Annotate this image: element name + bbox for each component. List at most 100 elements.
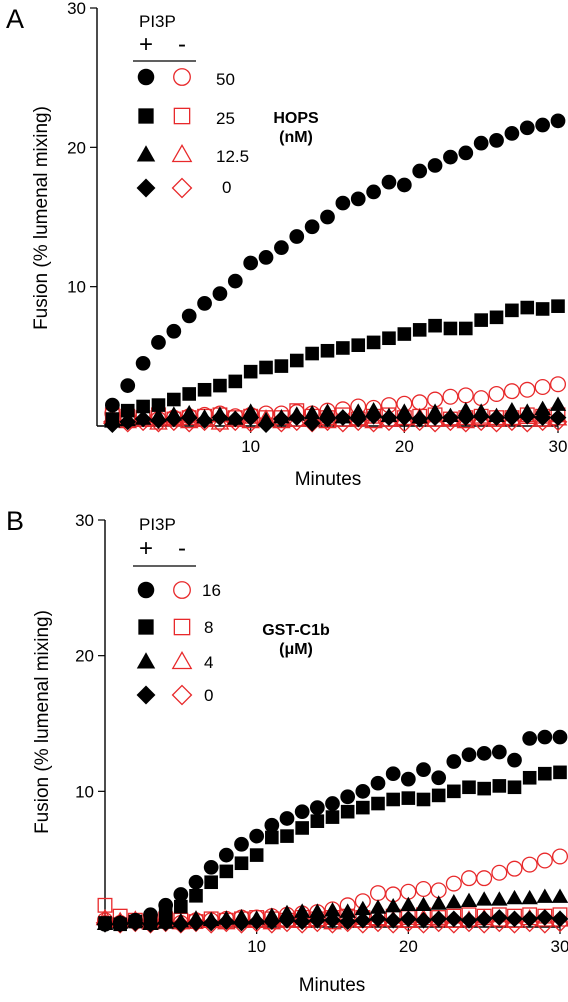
panel-b-x-tick-label-3: 30 bbox=[551, 937, 568, 956]
panel-a-legend-value-2: 25 bbox=[216, 109, 235, 128]
panel-a-point-filled-diamond-29 bbox=[534, 409, 552, 427]
panel-b-point-filled-square-24 bbox=[447, 784, 461, 799]
panel-b-point-filled-circle-16 bbox=[325, 796, 340, 811]
panel-b-annotation-line1: GST-C1b bbox=[262, 622, 330, 639]
panel-b-point-open-circle-28 bbox=[506, 860, 523, 877]
panel-a-point-filled-square-16 bbox=[336, 341, 350, 355]
panel-a-point-open-diamond-18 bbox=[364, 413, 383, 433]
panel-a-point-filled-circle-2 bbox=[120, 378, 136, 393]
panel-a-point-filled-circle-20 bbox=[396, 177, 412, 193]
panel-a-point-open-circle-24 bbox=[457, 387, 474, 404]
panel-b-point-filled-circle-23 bbox=[431, 770, 447, 786]
panel-a-point-filled-triangle-24 bbox=[457, 402, 474, 417]
panel-b: B 10 20 30 10 20 30 Minutes Fusion (% lumenal… bbox=[6, 506, 568, 996]
panel-a-point-filled-square-30 bbox=[551, 299, 565, 313]
panel-b-point-filled-square-25 bbox=[462, 780, 476, 795]
panel-b-point-filled-square-9 bbox=[219, 864, 234, 879]
panel-a-point-filled-diamond-12 bbox=[273, 410, 290, 428]
panel-b-legend-filled-triangle bbox=[136, 652, 156, 669]
panel-a-point-filled-square-18 bbox=[366, 335, 381, 350]
panel-a-legend-minus: - bbox=[178, 31, 186, 58]
panel-a-legend: PI3P + - 50 25 12.5 0 HOPS (nM) bbox=[133, 12, 319, 199]
panel-b-legend-open-triangle bbox=[171, 650, 193, 670]
panel-a-point-filled-triangle-15 bbox=[319, 403, 336, 418]
panel-b-point-filled-square-23 bbox=[431, 788, 446, 803]
panel-a-point-filled-diamond-16 bbox=[334, 409, 352, 427]
panel-a-point-filled-diamond-15 bbox=[319, 410, 336, 428]
panel-b-point-filled-diamond-6 bbox=[172, 915, 190, 933]
panel-a-point-filled-circle-13 bbox=[289, 229, 305, 244]
panel-a-point-filled-diamond-2 bbox=[119, 413, 137, 431]
panel-a-point-filled-square-3 bbox=[136, 399, 150, 414]
panel-a-legend-value-4: 0 bbox=[222, 178, 231, 197]
panel-b-legend: PI3P + - 16 8 4 0 GST-C1b (μM) bbox=[133, 515, 330, 706]
panel-b-point-filled-triangle-26 bbox=[475, 891, 493, 906]
panel-b-legend-value-2: 8 bbox=[204, 618, 213, 637]
panel-b-point-filled-circle-25 bbox=[461, 747, 477, 763]
panel-b-annotation-line2: (μM) bbox=[279, 641, 313, 658]
panel-b-legend-title: PI3P bbox=[139, 515, 176, 534]
panel-a-legend-title: PI3P bbox=[139, 12, 176, 31]
panel-b-point-filled-square-30 bbox=[538, 766, 552, 781]
panel-b-legend-open-square bbox=[173, 618, 191, 636]
panel-a-legend-open-square bbox=[173, 107, 191, 125]
panel-a-point-open-circle-25 bbox=[473, 390, 490, 407]
panel-b-point-filled-circle-21 bbox=[400, 771, 416, 787]
panel-b-point-filled-circle-14 bbox=[294, 804, 310, 820]
panel-b-point-filled-triangle-20 bbox=[384, 898, 402, 913]
panel-b-point-filled-diamond-18 bbox=[354, 911, 372, 929]
panel-a-point-filled-circle-7 bbox=[197, 296, 212, 311]
panel-a-point-filled-circle-28 bbox=[519, 120, 535, 136]
panel-a-point-filled-diamond-11 bbox=[257, 416, 275, 434]
panel-a-point-filled-square-28 bbox=[520, 300, 535, 315]
panel-b-point-filled-diamond-12 bbox=[263, 913, 281, 930]
panel-a-point-filled-square-23 bbox=[443, 321, 458, 336]
panel-b-point-filled-square-6 bbox=[174, 899, 188, 914]
panel-b-point-filled-circle-6 bbox=[173, 887, 189, 902]
panel-b-point-filled-diamond-17 bbox=[339, 913, 357, 930]
panel-b-point-filled-diamond-20 bbox=[384, 911, 402, 929]
panel-b-point-filled-circle-22 bbox=[416, 762, 431, 777]
panel-a-point-filled-circle-23 bbox=[443, 149, 458, 165]
panel-b-point-open-diamond-30 bbox=[535, 914, 555, 934]
panel-a-legend-filled-square bbox=[138, 108, 154, 124]
panel-b-point-filled-circle-31 bbox=[552, 729, 568, 745]
panel-a-point-filled-square-25 bbox=[474, 313, 488, 327]
panel-a-point-filled-triangle-27 bbox=[503, 402, 521, 417]
panel-b-point-filled-circle-26 bbox=[476, 745, 492, 761]
panel-a-point-open-circle-29 bbox=[534, 378, 551, 395]
panel-a-point-filled-circle-1 bbox=[105, 397, 120, 413]
panel-b-point-filled-circle-10 bbox=[234, 836, 249, 852]
panel-a-point-filled-square-17 bbox=[351, 338, 366, 352]
panel-a-point-open-circle-28 bbox=[519, 381, 536, 398]
panel-a-ticks: 10 20 30 10 20 30 bbox=[67, 0, 567, 456]
panel-b-point-filled-diamond-30 bbox=[536, 909, 554, 926]
panel-b-legend-value-1: 16 bbox=[202, 581, 221, 600]
panel-a-legend-plus: + bbox=[139, 31, 153, 58]
panel-a-point-filled-diamond-9 bbox=[226, 410, 244, 428]
panel-b-point-filled-diamond-28 bbox=[506, 910, 523, 928]
panel-a-point-filled-circle-21 bbox=[412, 163, 428, 179]
panel-a-point-filled-circle-8 bbox=[212, 286, 228, 301]
panel-b-point-filled-circle-9 bbox=[218, 847, 234, 863]
panel-b-y-tick-label-3: 30 bbox=[75, 511, 94, 530]
panel-a: A 10 20 30 10 20 30 Minutes Fusion (% lumenal… bbox=[6, 0, 567, 490]
panel-b-point-filled-diamond-11 bbox=[248, 913, 266, 930]
panel-a-point-filled-diamond-30 bbox=[549, 409, 567, 427]
panel-b-point-filled-diamond-8 bbox=[202, 914, 220, 932]
panel-a-point-filled-circle-15 bbox=[320, 209, 335, 225]
panel-b-point-open-circle-31 bbox=[551, 848, 568, 865]
panel-b-point-filled-diamond-5 bbox=[157, 914, 175, 932]
panel-a-point-filled-diamond-19 bbox=[380, 409, 398, 427]
panel-b-point-filled-diamond-24 bbox=[445, 910, 463, 928]
panel-b-point-filled-square-7 bbox=[189, 888, 203, 903]
panel-a-legend-open-diamond bbox=[171, 177, 193, 199]
panel-a-point-filled-diamond-10 bbox=[242, 409, 260, 427]
panel-a-point-filled-circle-6 bbox=[181, 308, 197, 324]
panel-a-x-tick-label-2: 20 bbox=[395, 437, 414, 456]
panel-b-point-filled-triangle-30 bbox=[536, 888, 554, 903]
panel-b-ticks: 10 20 30 10 20 30 bbox=[75, 511, 568, 956]
panel-a-point-filled-triangle-30 bbox=[549, 396, 567, 411]
panel-b-point-filled-square-29 bbox=[522, 770, 537, 785]
